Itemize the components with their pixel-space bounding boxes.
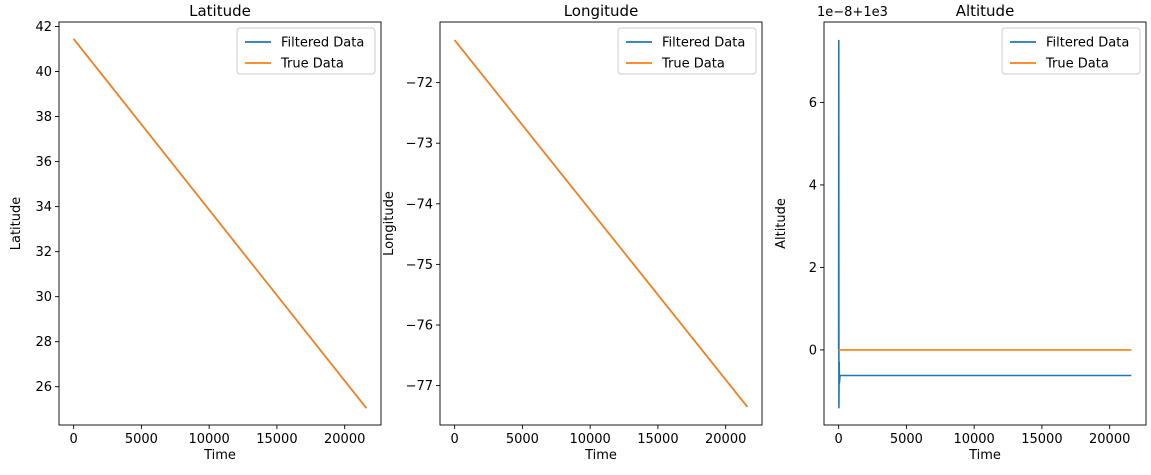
chart-title: Altitude [956, 2, 1015, 20]
legend-label: Filtered Data [281, 36, 364, 51]
y-tick-label: −74 [406, 197, 433, 212]
chart-panel-3: 0 5000 10000 15000 20000 0 2 4 6 Altitude Time Alti… [774, 2, 1147, 463]
legend: Filtered Data True Data [1001, 27, 1141, 75]
axes-frame [58, 21, 382, 426]
x-tick-label: 10000 [953, 432, 994, 447]
legend-label: True Data [280, 57, 344, 72]
y-axis-label: Longitude [382, 191, 397, 256]
plot-area [824, 22, 1146, 425]
x-tick-label: 5000 [890, 432, 923, 447]
legend-label: Filtered Data [662, 36, 745, 51]
y-tick-label: 2 [809, 261, 817, 276]
y-tick-label: 6 [809, 96, 817, 111]
y-tick-label: 36 [35, 155, 52, 170]
axes-frame [823, 21, 1147, 426]
y-tick-label: 34 [35, 200, 52, 215]
y-tick-label: 42 [35, 20, 52, 35]
x-tick-label: 10000 [188, 432, 229, 447]
y-tick-label: −75 [406, 258, 433, 273]
series-line-true [454, 39, 748, 408]
legend-box [236, 27, 376, 75]
series-line-filtered [837, 39, 1132, 409]
chart-panel-2: 0 5000 10000 15000 20000 −77 −76 −75 −74 −73 −72 Lo… [382, 2, 763, 463]
y-tick-label: 26 [35, 380, 52, 395]
legend-box [1001, 27, 1141, 75]
x-tick-label: 5000 [506, 432, 539, 447]
x-tick-label: 20000 [705, 432, 746, 447]
y-offset-label: 1e−8+1e3 [817, 5, 888, 20]
x-tick-label: 10000 [569, 432, 610, 447]
x-tick-label: 20000 [1089, 432, 1130, 447]
legend: Filtered Data True Data [617, 27, 757, 75]
y-tick-label: 4 [809, 178, 817, 193]
series-line-true [73, 38, 367, 409]
legend-label: Filtered Data [1046, 36, 1129, 51]
x-tick-label: 15000 [637, 432, 678, 447]
x-tick-label: 15000 [1021, 432, 1062, 447]
y-tick-label: −76 [406, 319, 433, 334]
y-axis-label: Altitude [774, 198, 789, 249]
chart-title: Latitude [189, 2, 251, 20]
legend-label: True Data [1045, 57, 1109, 72]
x-tick-label: 0 [450, 432, 458, 447]
y-tick-label: 38 [35, 110, 52, 125]
chart-title: Longitude [564, 2, 639, 20]
y-tick-label: 30 [35, 290, 52, 305]
y-axis-label: Latitude [9, 197, 24, 251]
x-tick-label: 5000 [125, 432, 158, 447]
x-axis-label: Time [584, 448, 617, 463]
x-tick-label: 15000 [256, 432, 297, 447]
y-tick-label: 40 [35, 65, 52, 80]
y-tick-label: −72 [406, 76, 433, 91]
y-tick-label: −77 [406, 379, 433, 394]
y-tick-label: 32 [35, 245, 52, 260]
y-tick-label: 0 [809, 343, 817, 358]
x-axis-label: Time [968, 448, 1001, 463]
x-tick-label: 0 [834, 432, 842, 447]
x-tick-label: 0 [69, 432, 77, 447]
legend: Filtered Data True Data [236, 27, 376, 75]
legend-box [617, 27, 757, 75]
y-tick-label: 28 [35, 335, 52, 350]
y-tick-label: −73 [406, 137, 433, 152]
chart-panel-1: 0 5000 10000 15000 20000 26 28 30 32 34 36 38 40 42 La… [9, 2, 382, 463]
legend-label: True Data [661, 57, 725, 72]
axes-frame [439, 21, 763, 426]
x-axis-label: Time [203, 448, 236, 463]
x-tick-label: 20000 [324, 432, 365, 447]
